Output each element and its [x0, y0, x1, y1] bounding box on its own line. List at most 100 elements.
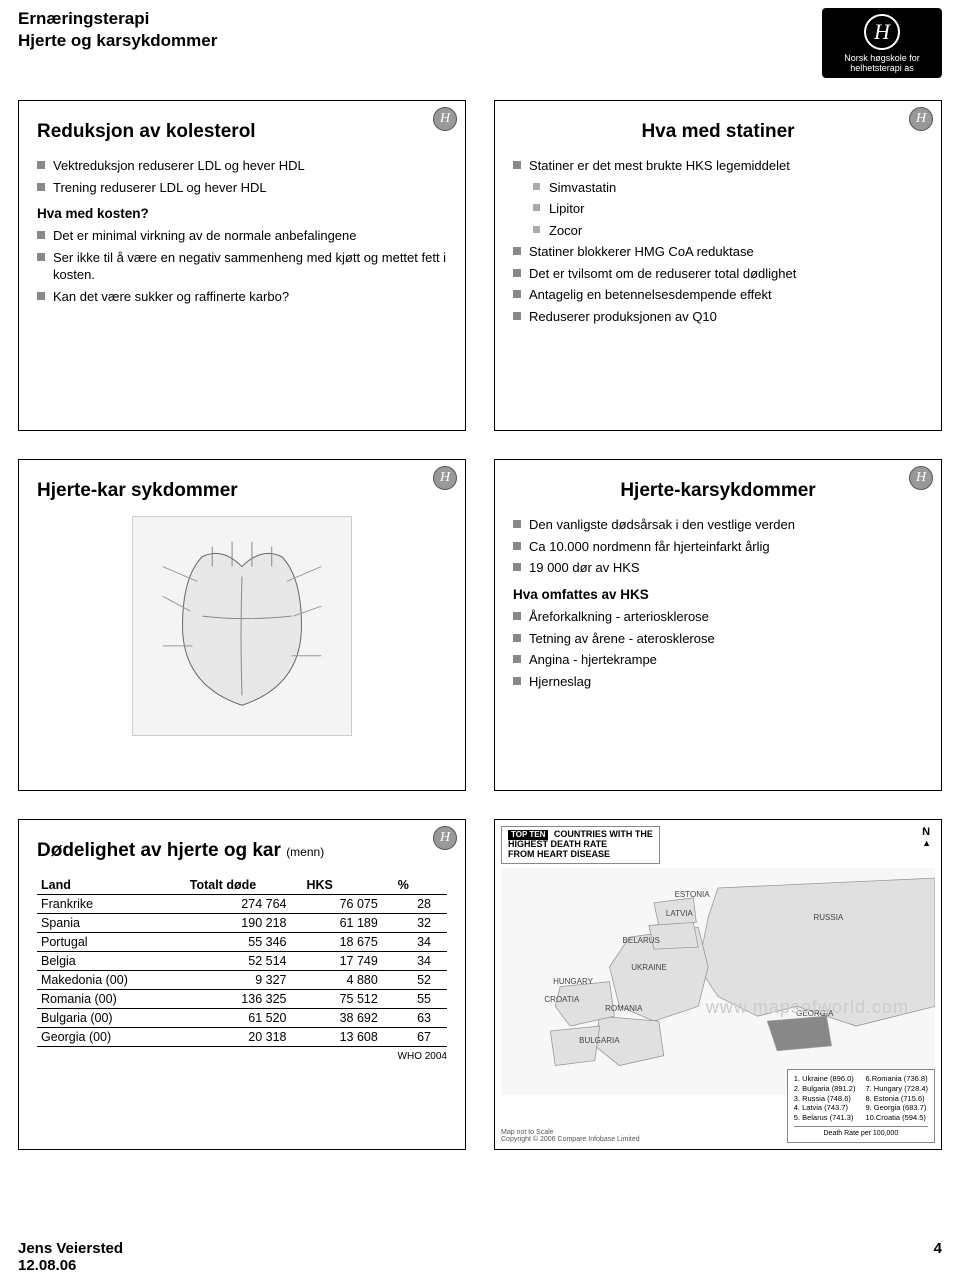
table-cell: Portugal — [37, 932, 186, 951]
table-row: Romania (00)136 32575 51255 — [37, 989, 447, 1008]
legend-item: 9. Georgia (683.7) — [865, 1103, 928, 1113]
list-item: Statiner er det mest brukte HKS legemidd… — [513, 157, 923, 175]
legend-item: 10.Croatia (594.5) — [865, 1113, 928, 1123]
list-item: Vektreduksjon reduserer LDL og hever HDL — [37, 157, 447, 175]
col-hks: HKS — [302, 876, 393, 895]
table-row: Portugal55 34618 67534 — [37, 932, 447, 951]
slide4-subheading: Hva omfattes av HKS — [513, 587, 923, 602]
table-cell: 76 075 — [302, 894, 393, 913]
map-label: UKRAINE — [631, 963, 667, 972]
logo-text: Norsk høgskole for helhetsterapi as — [822, 53, 942, 73]
list-item: Trening reduserer LDL og hever HDL — [37, 179, 447, 197]
map-body: ESTONIA LATVIA BELARUS UKRAINE HUNGARY C… — [501, 868, 935, 1095]
map-title-line1: COUNTRIES WITH THE — [554, 829, 653, 839]
list-item: Den vanligste dødsårsak i den vestlige v… — [513, 516, 923, 534]
map-label: LATVIA — [666, 909, 693, 918]
list-item: Ser ikke til å være en negativ sammenhen… — [37, 249, 447, 284]
slide3-title: Hjerte-kar sykdommer — [37, 480, 447, 502]
map-label: BULGARIA — [579, 1036, 619, 1045]
north-indicator: N — [922, 826, 931, 848]
heart-diagram-image — [132, 516, 352, 736]
slide-logo-icon: H — [433, 826, 457, 850]
page-header: Ernæringsterapi Hjerte og karsykdommer H… — [18, 8, 942, 78]
legend-item: 3. Russia (748.6) — [794, 1094, 856, 1104]
slide1-subheading: Hva med kosten? — [37, 206, 447, 221]
table-cell: 9 327 — [186, 970, 303, 989]
table-cell: 55 346 — [186, 932, 303, 951]
table-cell: 136 325 — [186, 989, 303, 1008]
mortality-table: Land Totalt døde HKS % Frankrike274 7647… — [37, 876, 447, 1047]
list-item: Antagelig en betennelsesdempende effekt — [513, 286, 923, 304]
legend-item: 8. Estonia (715.6) — [865, 1094, 928, 1104]
map-watermark: www.mapsofworld.com — [706, 997, 909, 1018]
table-cell: 63 — [394, 1008, 447, 1027]
slide-logo-icon: H — [909, 107, 933, 131]
map-label: BELARUS — [623, 936, 660, 945]
table-row: Makedonia (00)9 3274 88052 — [37, 970, 447, 989]
legend-item: 7. Hungary (728.4) — [865, 1084, 928, 1094]
footer-page: 4 — [934, 1240, 942, 1274]
list-item: Åreforkalkning - arteriosklerose — [513, 608, 923, 626]
map-title: TOP TEN COUNTRIES WITH THE HIGHEST DEATH… — [501, 826, 660, 865]
slide4-list1: Den vanligste dødsårsak i den vestlige v… — [513, 516, 923, 577]
slide2-title: Hva med statiner — [513, 121, 923, 143]
table-cell: 61 520 — [186, 1008, 303, 1027]
list-item: Reduserer produksjonen av Q10 — [513, 308, 923, 326]
table-cell: 190 218 — [186, 913, 303, 932]
table-cell: 13 608 — [302, 1027, 393, 1046]
map-title-line3: FROM HEART DISEASE — [508, 849, 610, 859]
logo-icon: H — [864, 14, 900, 50]
table-cell: 67 — [394, 1027, 447, 1046]
table-row: Georgia (00)20 31813 60867 — [37, 1027, 447, 1046]
slide4-title: Hjerte-karsykdommer — [513, 480, 923, 502]
map-legend: 1. Ukraine (896.0) 2. Bulgaria (891.2) 3… — [787, 1069, 935, 1143]
map-copyright: Copyright © 2006 Compare Infobase Limite… — [501, 1136, 640, 1143]
table-cell: 34 — [394, 932, 447, 951]
slide-map: TOP TEN COUNTRIES WITH THE HIGHEST DEATH… — [494, 819, 942, 1150]
header-title: Ernæringsterapi Hjerte og karsykdommer — [18, 8, 217, 78]
table-cell: 4 880 — [302, 970, 393, 989]
list-item: 19 000 dør av HKS — [513, 559, 923, 577]
list-item: Det er tvilsomt om de reduserer total dø… — [513, 265, 923, 283]
col-pct: % — [394, 876, 447, 895]
slide-logo-icon: H — [433, 466, 457, 490]
table-cell: 52 514 — [186, 951, 303, 970]
map-label: CROATIA — [544, 995, 579, 1004]
header-line1: Ernæringsterapi — [18, 8, 217, 30]
col-land: Land — [37, 876, 186, 895]
table-cell: Georgia (00) — [37, 1027, 186, 1046]
map-title-line2: HIGHEST DEATH RATE — [508, 839, 607, 849]
slide-logo-icon: H — [909, 466, 933, 490]
list-item: Simvastatin — [513, 179, 923, 197]
list-item: Det er minimal virkning av de normale an… — [37, 227, 447, 245]
slide-heart-diagram: H Hjerte-kar sykdommer — [18, 459, 466, 790]
slide1-list2: Det er minimal virkning av de normale an… — [37, 227, 447, 305]
legend-item: 4. Latvia (743.7) — [794, 1103, 856, 1113]
slide4-list2: Åreforkalkning - arteriosklerose Tetning… — [513, 608, 923, 690]
table-source: WHO 2004 — [37, 1051, 447, 1062]
list-item: Kan det være sukker og raffinerte karbo? — [37, 288, 447, 306]
slides-grid: H Reduksjon av kolesterol Vektreduksjon … — [18, 100, 942, 1150]
table-row: Bulgaria (00)61 52038 69263 — [37, 1008, 447, 1027]
col-total: Totalt døde — [186, 876, 303, 895]
table-row: Frankrike274 76476 07528 — [37, 894, 447, 913]
table-cell: 38 692 — [302, 1008, 393, 1027]
table-cell: 61 189 — [302, 913, 393, 932]
footer-left: Jens Veiersted 12.08.06 — [18, 1240, 123, 1274]
slide1-title: Reduksjon av kolesterol — [37, 121, 447, 143]
legend-col-right: 6.Romania (736.8) 7. Hungary (728.4) 8. … — [865, 1074, 928, 1123]
legend-item: 2. Bulgaria (891.2) — [794, 1084, 856, 1094]
page-footer: Jens Veiersted 12.08.06 4 — [18, 1240, 942, 1274]
table-cell: 18 675 — [302, 932, 393, 951]
list-item: Hjerneslag — [513, 673, 923, 691]
slide-hjerte-kar: H Hjerte-karsykdommer Den vanligste døds… — [494, 459, 942, 790]
legend-title: Death Rate per 100,000 — [794, 1126, 928, 1138]
slide5-title: Dødelighet av hjerte og kar (menn) — [37, 840, 447, 862]
legend-item: 6.Romania (736.8) — [865, 1074, 928, 1084]
map-label: ESTONIA — [675, 890, 710, 899]
list-item: Tetning av årene - aterosklerose — [513, 630, 923, 648]
table-row: Belgia52 51417 74934 — [37, 951, 447, 970]
table-cell: 17 749 — [302, 951, 393, 970]
list-item: Statiner blokkerer HMG CoA reduktase — [513, 243, 923, 261]
map-label: ROMANIA — [605, 1004, 642, 1013]
